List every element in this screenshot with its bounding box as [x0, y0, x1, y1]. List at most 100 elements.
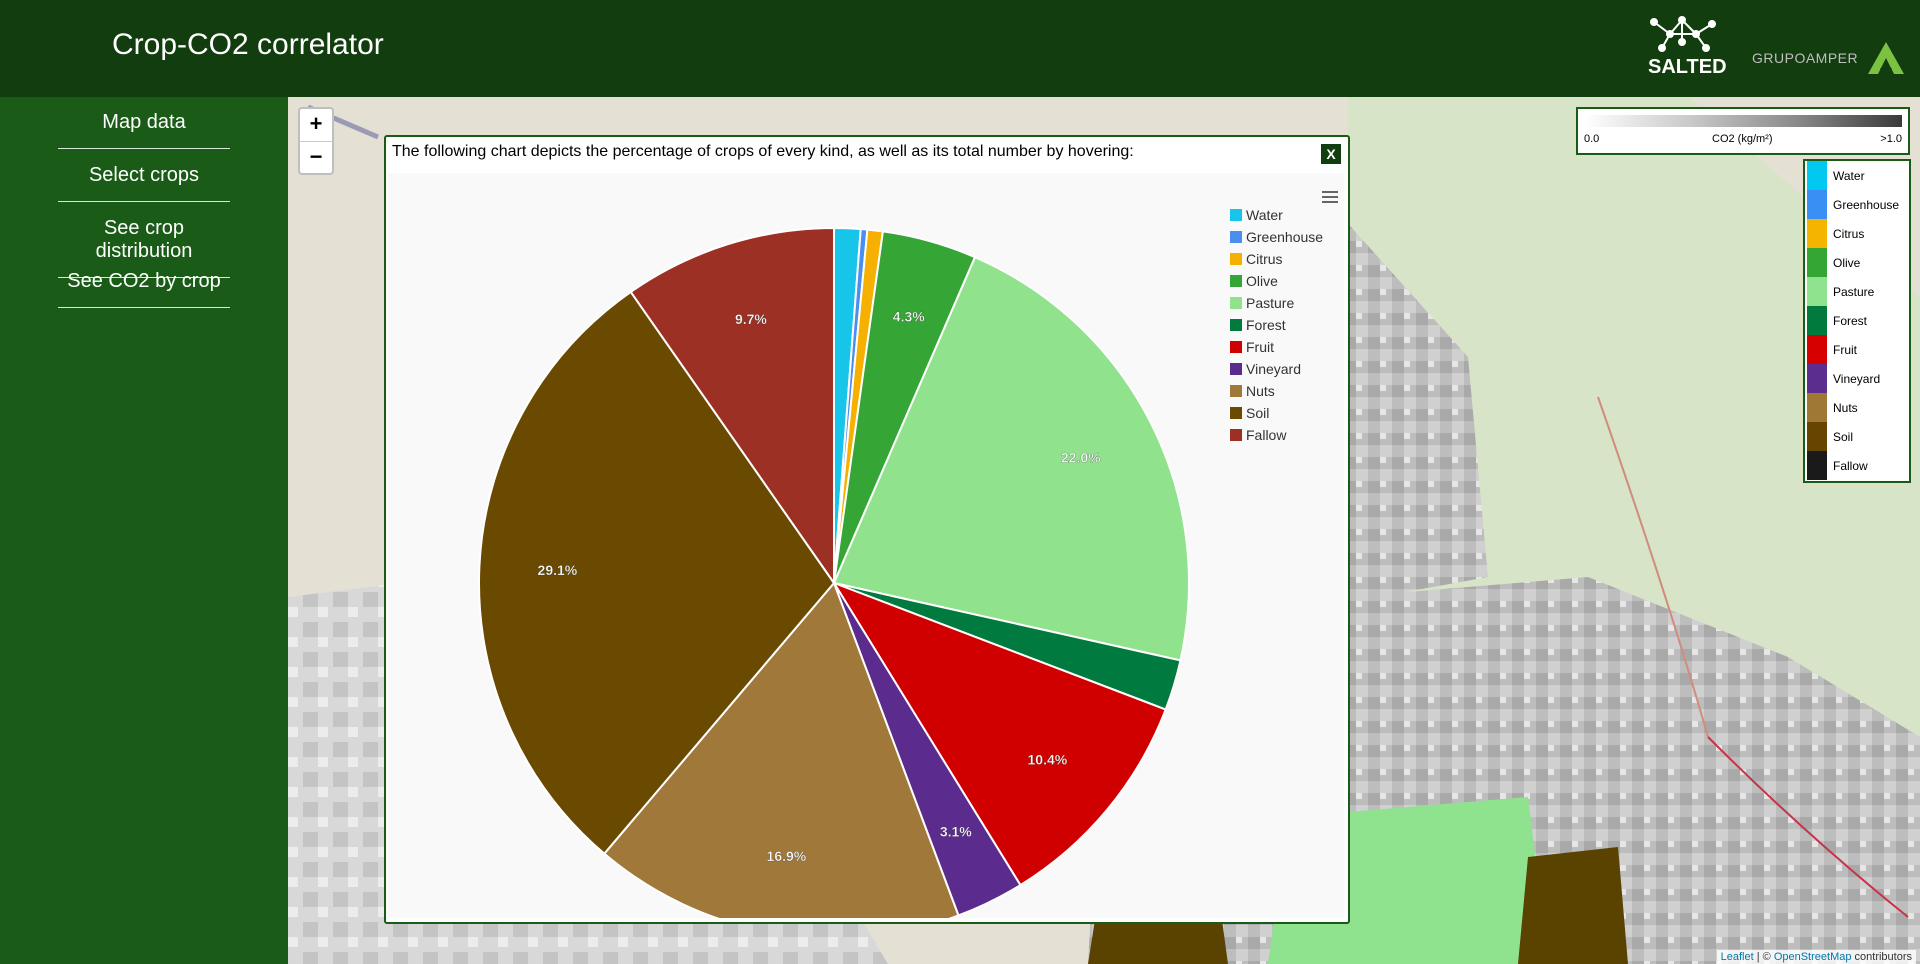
map-legend-label: Olive — [1833, 256, 1861, 270]
grupo-amper-text: GRUPOAMPER — [1752, 50, 1859, 66]
chart-legend-label: Vineyard — [1246, 361, 1302, 377]
map-legend-row: Fruit — [1807, 335, 1907, 364]
chart-legend-swatch — [1230, 385, 1242, 397]
chart-legend-item[interactable]: Water — [1230, 205, 1340, 227]
map-legend-label: Pasture — [1833, 285, 1875, 299]
chart-legend-label: Soil — [1246, 405, 1270, 421]
crop-distribution-modal: The following chart depicts the percenta… — [384, 135, 1350, 924]
map-legend-label: Fruit — [1833, 343, 1857, 357]
pie-data-label: 10.4% — [1028, 752, 1068, 768]
chart-legend-label: Fruit — [1246, 339, 1274, 355]
sidebar-item-co2-by-crop[interactable]: See CO2 by crop — [58, 270, 230, 308]
chart-legend-item[interactable]: Pasture — [1230, 293, 1340, 315]
co2-gradient-bar — [1584, 115, 1902, 127]
osm-link[interactable]: OpenStreetMap — [1773, 951, 1852, 963]
pie-slice-fruit[interactable] — [831, 581, 1167, 887]
map-legend-row: Citrus — [1807, 219, 1907, 248]
sidebar-item-select-crops[interactable]: Select crops — [58, 164, 230, 202]
map-legend-label: Soil — [1833, 430, 1854, 444]
co2-scale: 0.0 CO2 (kg/m²) >1.0 — [1576, 107, 1910, 155]
chart-legend-swatch — [1230, 319, 1242, 331]
chart-legend-item[interactable]: Nuts — [1230, 381, 1340, 403]
chart-legend-item[interactable]: Soil — [1230, 403, 1340, 425]
app-header: Crop-CO2 correlator SALTED GRUPOAMPER — [0, 0, 1920, 97]
map-legend-row: Vineyard — [1807, 364, 1907, 393]
chart-legend-swatch — [1230, 429, 1242, 441]
pie-data-label: 9.7% — [735, 311, 767, 327]
pie-slice-nuts[interactable] — [602, 581, 960, 918]
chart-legend-swatch — [1230, 363, 1242, 375]
map-legend-swatch — [1807, 219, 1827, 248]
chart-legend-item[interactable]: Vineyard — [1230, 359, 1340, 381]
zoom-in-button[interactable]: + — [300, 109, 332, 142]
map-legend-label: Fallow — [1833, 459, 1868, 473]
salted-logo: SALTED — [1640, 14, 1730, 80]
chart-legend-swatch — [1230, 407, 1242, 419]
map-legend-label: Forest — [1833, 314, 1868, 328]
chart-legend-item[interactable]: Greenhouse — [1230, 227, 1340, 249]
modal-description: The following chart depicts the percenta… — [392, 143, 1134, 160]
chart-legend-swatch — [1230, 231, 1242, 243]
map-legend-row: Water — [1807, 161, 1907, 190]
chart-legend-label: Olive — [1246, 273, 1278, 289]
chart-legend-label: Pasture — [1246, 295, 1295, 311]
map-attribution: Leaflet | © OpenStreetMap contributors — [1716, 950, 1916, 964]
sidebar: Map data Select crops See crop distribut… — [0, 97, 288, 964]
chart-legend-item[interactable]: Olive — [1230, 271, 1340, 293]
chart-legend-swatch — [1230, 297, 1242, 309]
map-legend-swatch — [1807, 335, 1827, 364]
pie-slice-fallow[interactable] — [629, 226, 835, 587]
map-legend-row: Pasture — [1807, 277, 1907, 306]
pie-slice-pasture[interactable] — [832, 255, 1190, 662]
pie-slice-soil[interactable] — [478, 290, 836, 856]
map-legend-swatch — [1807, 190, 1827, 219]
chart-legend-swatch — [1230, 275, 1242, 287]
pie-chart-area: 4.3% 22.0% 10.4% 3.1% 16.9% 29.1% 9.7% Water Gr… — [388, 173, 1344, 918]
zoom-out-button[interactable]: − — [309, 144, 323, 169]
chart-legend-label: Water — [1246, 207, 1283, 223]
leaflet-link[interactable]: Leaflet — [1720, 951, 1754, 963]
network-icon — [1650, 16, 1716, 52]
chart-legend-label: Greenhouse — [1246, 229, 1324, 245]
close-button[interactable]: X — [1320, 143, 1342, 165]
sidebar-item-crop-distribution[interactable]: See crop distribution — [58, 217, 230, 278]
attribution-suffix: contributors — [1851, 951, 1912, 963]
map-legend-row: Olive — [1807, 248, 1907, 277]
map-legend-swatch — [1807, 161, 1827, 190]
map-legend-label: Greenhouse — [1833, 198, 1900, 212]
map-legend-label: Water — [1833, 169, 1865, 183]
map-legend-swatch — [1807, 451, 1827, 480]
pie-data-label: 3.1% — [940, 824, 972, 840]
map-legend-swatch — [1807, 393, 1827, 422]
map-legend-row: Soil — [1807, 422, 1907, 451]
chart-menu-icon[interactable] — [1322, 191, 1338, 205]
map-legend-row: Forest — [1807, 306, 1907, 335]
map-legend-swatch — [1807, 248, 1827, 277]
map-legend-label: Vineyard — [1833, 372, 1881, 386]
app-title: Crop-CO2 correlator — [112, 28, 384, 61]
map-legend-swatch — [1807, 306, 1827, 335]
map-legend-swatch — [1807, 277, 1827, 306]
map-legend-row: Fallow — [1807, 451, 1907, 480]
attribution-separator: | © — [1753, 951, 1774, 963]
pie-data-label: 16.9% — [767, 848, 807, 864]
pie-data-label: 4.3% — [893, 308, 925, 324]
map-legend-row: Greenhouse — [1807, 190, 1907, 219]
chart-legend-item[interactable]: Citrus — [1230, 249, 1340, 271]
chart-legend-item[interactable]: Fallow — [1230, 425, 1340, 447]
map-legend-swatch — [1807, 364, 1827, 393]
map-legend-label: Nuts — [1833, 401, 1858, 415]
chart-legend-item[interactable]: Forest — [1230, 315, 1340, 337]
chart-legend-swatch — [1230, 209, 1242, 221]
map-legend-label: Citrus — [1833, 227, 1865, 241]
chart-legend-label: Fallow — [1246, 427, 1287, 443]
amper-a-icon — [1868, 42, 1904, 74]
co2-scale-min: 0.0 — [1584, 133, 1600, 145]
co2-scale-label: CO2 (kg/m²) — [1712, 133, 1773, 145]
chart-legend-label: Forest — [1246, 317, 1286, 333]
sidebar-item-map-data[interactable]: Map data — [58, 111, 230, 149]
chart-legend-item[interactable]: Fruit — [1230, 337, 1340, 359]
pie-data-label: 22.0% — [1061, 449, 1101, 465]
pie-data-label: 29.1% — [538, 562, 578, 578]
chart-legend-label: Nuts — [1246, 383, 1275, 399]
